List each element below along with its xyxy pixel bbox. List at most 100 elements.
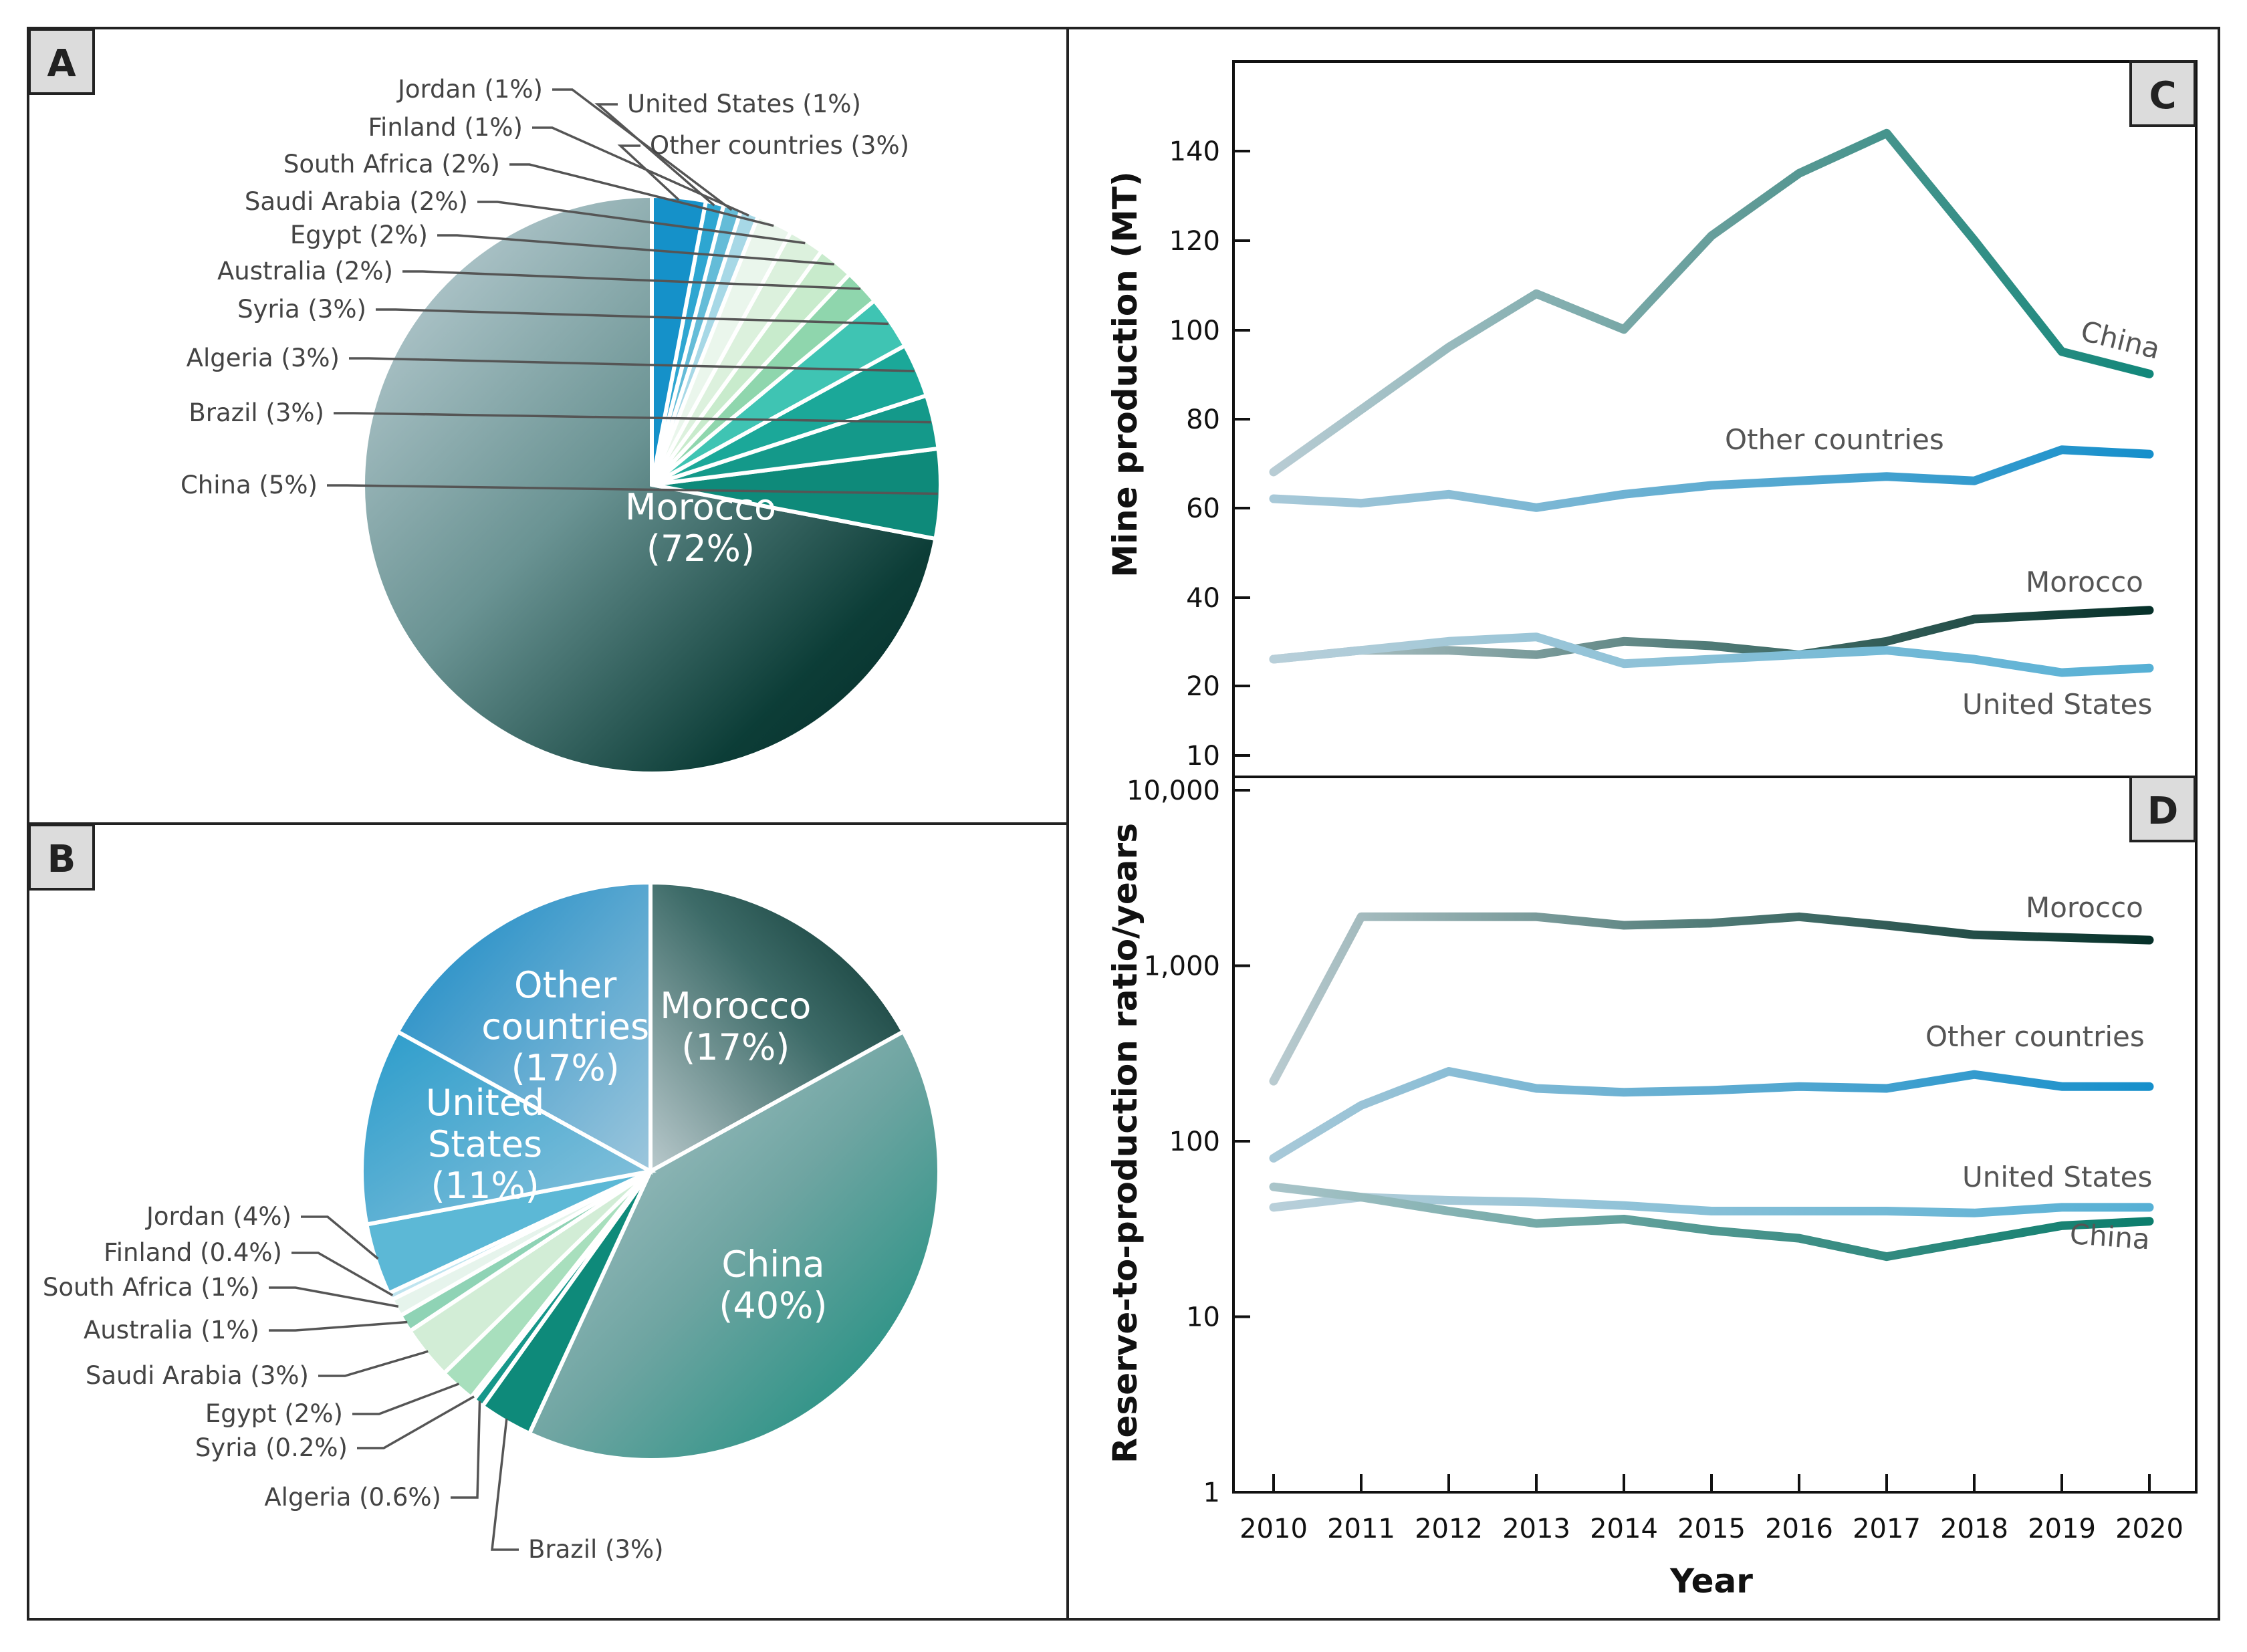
svg-text:D: D <box>2147 790 2178 833</box>
panel-letter-b: B <box>28 824 95 891</box>
pie-label-b-australia-1: Australia (1%) <box>84 1316 259 1344</box>
leader-line-b-south-africa-1 <box>269 1286 399 1308</box>
pie-slice-b-morocco-17 <box>648 880 907 1175</box>
leader-line-a-australia-2 <box>402 270 861 290</box>
panel-letter-c: C <box>2129 60 2196 127</box>
pie-label-b-jordan-4: Jordan (4%) <box>145 1202 291 1231</box>
y-tick-label-c-140: 140 <box>1169 136 1220 167</box>
series-line-d-morocco <box>1269 912 2154 1086</box>
leader-line-a-china-5 <box>327 484 938 495</box>
pie-label-b-algeria-0-6: Algeria (0.6%) <box>264 1483 441 1512</box>
x-tick-label-2016: 2016 <box>1765 1514 1833 1544</box>
pie-label-b-south-africa-1: South Africa (1%) <box>43 1273 259 1302</box>
series-label-c-united-states: United States <box>1962 688 2152 721</box>
pie-label-b-other-countries-17: Other countries (17%) <box>481 964 649 1089</box>
leader-line-b-syria-0-2 <box>357 1395 475 1449</box>
leader-line-a-egypt-2 <box>437 234 834 265</box>
series-line-c-china <box>1269 128 2154 477</box>
leader-line-b-saudi-arabia-3 <box>318 1350 429 1377</box>
x-tick-label-2010: 2010 <box>1239 1514 1308 1544</box>
pie-label-b-china-40: China (40%) <box>719 1244 827 1327</box>
y-tick-label-c-80: 80 <box>1186 404 1220 435</box>
pie-label-a-jordan-1: Jordan (1%) <box>396 75 543 104</box>
pie-label-a-other-countries-3: Other countries (3%) <box>650 131 909 160</box>
x-tick-label-2019: 2019 <box>2028 1514 2096 1544</box>
leader-line-a-united-states-1 <box>594 103 715 207</box>
x-tick-label-2012: 2012 <box>1415 1514 1483 1544</box>
x-axis-title: Year <box>1669 1562 1753 1601</box>
y-tick-label-c-20: 20 <box>1186 671 1220 702</box>
pie-slice-b-united-states-11 <box>360 1029 657 1227</box>
leader-line-b-brazil-3 <box>491 1418 519 1551</box>
svg-text:A: A <box>47 42 76 86</box>
leader-line-a-other-countries-3 <box>617 144 680 201</box>
y-tick-label-d-10: 10 <box>1186 1302 1220 1333</box>
pie-label-a-australia-2: Australia (2%) <box>217 257 393 285</box>
pie-label-a-united-states-1: United States (1%) <box>627 90 861 118</box>
series-line-c-other-countries <box>1269 445 2154 512</box>
leader-line-b-jordan-4 <box>301 1215 379 1260</box>
line-chart-d: 1 10 100 1,000 10,000 Reserve-to-production r… <box>1106 60 2198 1601</box>
pie-label-b-united-states-11: United States (11%) <box>426 1082 544 1207</box>
pie-label-a-egypt-2: Egypt (2%) <box>290 221 428 249</box>
panel-letter-d: D <box>2129 776 2196 842</box>
y-tick-label-d-100: 100 <box>1169 1127 1220 1157</box>
pie-label-b-egypt-2: Egypt (2%) <box>205 1399 343 1428</box>
x-tick-label-2014: 2014 <box>1590 1514 1658 1544</box>
pie-label-b-brazil-3: Brazil (3%) <box>528 1535 664 1564</box>
series-label-d-china: China <box>2068 1217 2151 1256</box>
pie-label-a-brazil-3: Brazil (3%) <box>189 398 324 427</box>
series-label-d-united-states: United States <box>1962 1161 2152 1193</box>
pie-label-b-finland-0-4: Finland (0.4%) <box>104 1238 282 1267</box>
y-tick-label-d-1000: 1,000 <box>1143 951 1220 982</box>
leader-line-b-egypt-2 <box>352 1383 460 1415</box>
panel-letter-a: A <box>28 28 95 95</box>
pie-label-a-algeria-3: Algeria (3%) <box>187 344 340 372</box>
pie-label-a-morocco-72: Morocco (72%) <box>625 486 776 570</box>
y-axis-title-d: Reserve-to-production ratio/years <box>1106 823 1145 1463</box>
series-label-c-morocco: Morocco <box>2026 566 2143 598</box>
leader-line-a-finland-1 <box>532 126 749 217</box>
pie-label-a-syria-3: Syria (3%) <box>237 295 366 324</box>
pie-chart-a: Morocco (72%) China (5%) Brazil (3%) Algeria… <box>181 75 943 776</box>
y-tick-label-d-1: 1 <box>1203 1478 1220 1508</box>
y-axis-title-c: Mine production (MT) <box>1106 171 1145 578</box>
pie-label-a-south-africa-2: South Africa (2%) <box>283 150 500 179</box>
svg-text:C: C <box>2149 74 2176 118</box>
leader-line-b-australia-1 <box>269 1320 408 1332</box>
pie-slice-b-china-40 <box>526 1029 941 1462</box>
leader-line-a-syria-3 <box>376 308 889 326</box>
leader-line-b-algeria-0-6 <box>451 1401 481 1499</box>
series-label-d-morocco: Morocco <box>2026 891 2143 924</box>
pie-label-a-china-5: China (5%) <box>181 471 318 499</box>
line-chart-c: 10 20 40 60 80 100 120 140 Mine production (MT) C… <box>1106 62 2196 778</box>
panel-cd-frame <box>1066 27 2220 1621</box>
pie-label-a-finland-1: Finland (1%) <box>368 113 523 142</box>
x-tick-label-2015: 2015 <box>1677 1514 1746 1544</box>
x-tick-label-2011: 2011 <box>1327 1514 1395 1544</box>
pie-label-a-saudi-arabia-2: Saudi Arabia (2%) <box>245 187 468 216</box>
y-tick-label-c-40: 40 <box>1186 583 1220 614</box>
svg-text:B: B <box>47 838 76 881</box>
pie-slice-b-other-countries-17 <box>394 880 653 1175</box>
x-tick-label-2017: 2017 <box>1853 1514 1921 1544</box>
y-tick-label-c-100: 100 <box>1169 316 1220 346</box>
pie-chart-b: Morocco (17%) China (40%) Brazil (3%) Algeria… <box>43 880 941 1564</box>
series-line-d-united-states <box>1269 1193 2154 1217</box>
pie-slice-a-morocco <box>361 193 938 776</box>
y-tick-label-c-10: 10 <box>1186 741 1220 772</box>
x-tick-label-2018: 2018 <box>1940 1514 2008 1544</box>
pie-label-b-saudi-arabia-3: Saudi Arabia (3%) <box>86 1361 309 1390</box>
leader-line-a-saudi-arabia-2 <box>477 201 806 245</box>
series-line-d-china <box>1269 1182 2154 1262</box>
leader-line-a-algeria-3 <box>349 357 915 372</box>
pie-label-b-morocco-17: Morocco (17%) <box>660 985 811 1068</box>
series-line-c-united-states <box>1269 632 2154 677</box>
series-line-c-morocco <box>1269 606 2154 664</box>
series-line-d-other-countries <box>1269 1067 2154 1163</box>
series-label-c-other-countries: Other countries <box>1725 423 1944 456</box>
leader-line-b-finland-0-4 <box>291 1252 394 1297</box>
x-tick-label-2020: 2020 <box>2115 1514 2183 1544</box>
series-label-d-other-countries: Other countries <box>1925 1020 2145 1053</box>
leader-line-a-brazil-3 <box>334 412 931 424</box>
